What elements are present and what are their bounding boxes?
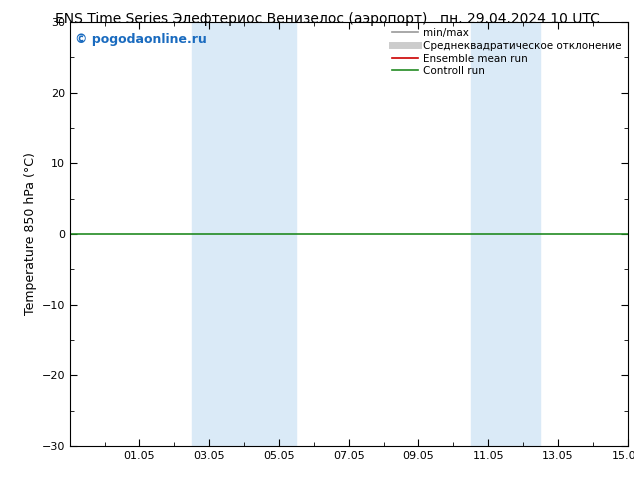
Legend: min/max, Среднеквадратическое отклонение, Ensemble mean run, Controll run: min/max, Среднеквадратическое отклонение… [387, 24, 626, 80]
Bar [470, 22, 540, 446]
Y-axis label: Temperature 850 hPa (°C): Temperature 850 hPa (°C) [24, 152, 37, 316]
Text: © pogodaonline.ru: © pogodaonline.ru [75, 33, 207, 46]
Bar [191, 22, 296, 446]
Text: пн. 29.04.2024 10 UTC: пн. 29.04.2024 10 UTC [440, 12, 600, 26]
Text: ENS Time Series Элефтериос Венизелос (аэропорт): ENS Time Series Элефтериос Венизелос (аэ… [55, 12, 427, 26]
